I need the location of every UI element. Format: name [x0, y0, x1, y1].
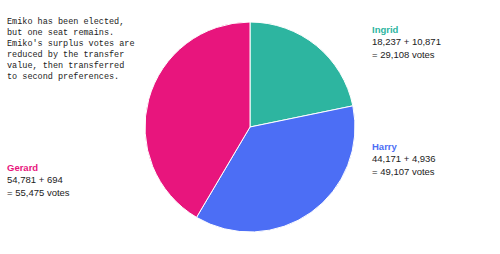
svg-text:Ingrid18,237 + 10,871= 29,108: Ingrid18,237 + 10,871= 29,108 votes: [372, 24, 441, 60]
svg-text:Gerard54,781 + 694= 55,475 vot: Gerard54,781 + 694= 55,475 votes: [7, 162, 70, 198]
svg-text:Emiko has been elected,but one: Emiko has been elected,but one seat rema…: [7, 17, 135, 82]
svg-text:Harry44,171 + 4,936= 49,107 vo: Harry44,171 + 4,936= 49,107 votes: [372, 141, 436, 177]
